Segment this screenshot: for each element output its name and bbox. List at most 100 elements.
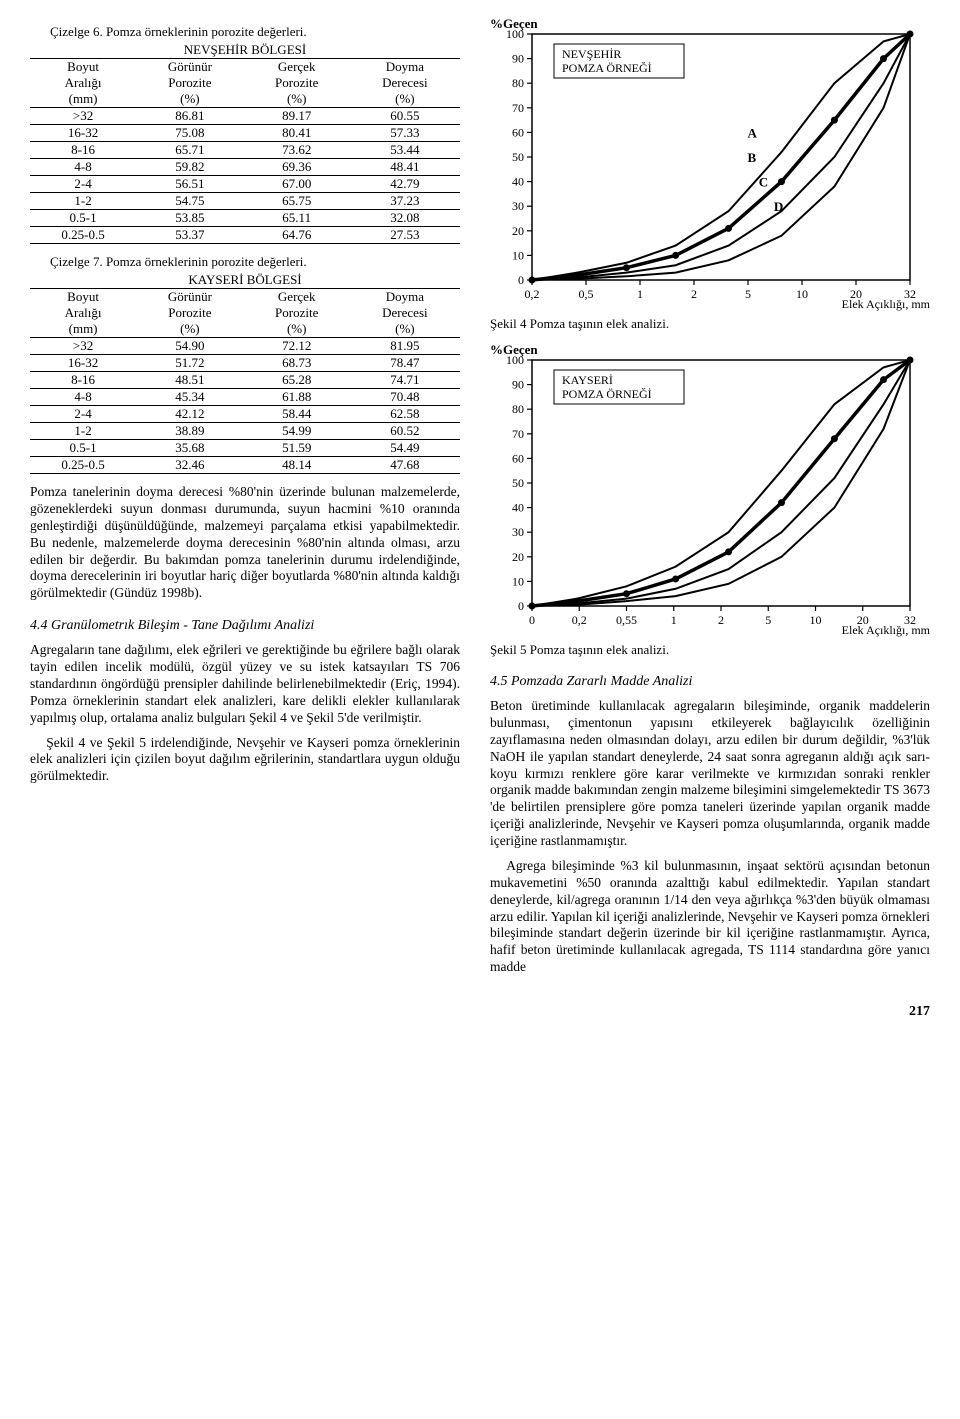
svg-text:40: 40 xyxy=(512,175,524,189)
table-cell: 35.68 xyxy=(136,440,244,457)
table-row: 2-442.1258.4462.58 xyxy=(30,406,460,423)
table-cell: 48.14 xyxy=(244,457,350,474)
svg-text:10: 10 xyxy=(512,574,524,588)
table-cell: 68.73 xyxy=(244,355,350,372)
table-cell: 73.62 xyxy=(244,142,350,159)
table-cell: 8-16 xyxy=(30,372,136,389)
chart2-ylabel: %Geçen xyxy=(490,342,538,358)
svg-text:B: B xyxy=(747,150,756,165)
chart2-caption: Şekil 5 Pomza taşının elek analizi. xyxy=(490,642,930,658)
svg-text:10: 10 xyxy=(796,287,808,301)
table-cell: 38.89 xyxy=(136,423,244,440)
table-cell: >32 xyxy=(30,108,136,125)
t7-h3a: Gerçek xyxy=(244,289,350,306)
svg-text:1: 1 xyxy=(671,613,677,627)
svg-text:20: 20 xyxy=(512,224,524,238)
svg-text:0,5: 0,5 xyxy=(579,287,594,301)
t6-h4a: Doyma xyxy=(350,59,460,76)
table-cell: 80.41 xyxy=(244,125,350,142)
table-cell: 60.52 xyxy=(350,423,460,440)
table-cell: 78.47 xyxy=(350,355,460,372)
svg-text:1: 1 xyxy=(637,287,643,301)
svg-text:20: 20 xyxy=(512,550,524,564)
t6-h4c: (%) xyxy=(350,91,460,108)
svg-text:90: 90 xyxy=(512,378,524,392)
table-cell: 48.51 xyxy=(136,372,244,389)
svg-text:50: 50 xyxy=(512,150,524,164)
table-cell: 60.55 xyxy=(350,108,460,125)
svg-text:50: 50 xyxy=(512,476,524,490)
table-cell: 16-32 xyxy=(30,125,136,142)
t7-h1c: (mm) xyxy=(30,321,136,338)
para-1: Pomza tanelerinin doyma derecesi %80'nin… xyxy=(30,484,460,602)
table6-caption: Çizelge 6. Pomza örneklerinin porozite d… xyxy=(50,24,460,40)
svg-text:40: 40 xyxy=(512,501,524,515)
t6-h2a: Görünür xyxy=(136,59,244,76)
table-cell: >32 xyxy=(30,338,136,355)
table-cell: 59.82 xyxy=(136,159,244,176)
table6: NEVŞEHİR BÖLGESİ Boyut Görünür Gerçek Do… xyxy=(30,42,460,244)
table-row: >3286.8189.1760.55 xyxy=(30,108,460,125)
table-row: 0.5-153.8565.1132.08 xyxy=(30,210,460,227)
table-cell: 75.08 xyxy=(136,125,244,142)
table-cell: 74.71 xyxy=(350,372,460,389)
chart2-xlabel: Elek Açıklığı, mm xyxy=(842,623,930,638)
t7-h2c: (%) xyxy=(136,321,244,338)
t6-h3c: (%) xyxy=(244,91,350,108)
table-row: 8-1648.5165.2874.71 xyxy=(30,372,460,389)
t6-h1c: (mm) xyxy=(30,91,136,108)
svg-text:70: 70 xyxy=(512,427,524,441)
table-cell: 2-4 xyxy=(30,406,136,423)
t6-h3b: Porozite xyxy=(244,75,350,91)
table-cell: 0.25-0.5 xyxy=(30,227,136,244)
table-cell: 53.44 xyxy=(350,142,460,159)
table-cell: 51.72 xyxy=(136,355,244,372)
t7-h2b: Porozite xyxy=(136,305,244,321)
table-cell: 47.68 xyxy=(350,457,460,474)
t7-h4c: (%) xyxy=(350,321,460,338)
table-cell: 32.08 xyxy=(350,210,460,227)
svg-text:0,2: 0,2 xyxy=(572,613,587,627)
table-cell: 1-2 xyxy=(30,193,136,210)
t7-h3b: Porozite xyxy=(244,305,350,321)
section-45-title: 4.5 Pomzada Zararlı Madde Analizi xyxy=(490,674,930,690)
svg-text:A: A xyxy=(747,125,757,140)
t6-h4b: Derecesi xyxy=(350,75,460,91)
table-row: 0.25-0.532.4648.1447.68 xyxy=(30,457,460,474)
t6-h2b: Porozite xyxy=(136,75,244,91)
svg-text:0: 0 xyxy=(529,613,535,627)
table-row: 0.5-135.6851.5954.49 xyxy=(30,440,460,457)
table-row: 4-859.8269.3648.41 xyxy=(30,159,460,176)
table-cell: 62.58 xyxy=(350,406,460,423)
svg-text:0: 0 xyxy=(518,273,524,287)
table-row: 16-3251.7268.7378.47 xyxy=(30,355,460,372)
table-cell: 69.36 xyxy=(244,159,350,176)
t7-h2a: Görünür xyxy=(136,289,244,306)
t7-h4b: Derecesi xyxy=(350,305,460,321)
table-cell: 89.17 xyxy=(244,108,350,125)
table-row: >3254.9072.1281.95 xyxy=(30,338,460,355)
table-row: 4-845.3461.8870.48 xyxy=(30,389,460,406)
svg-text:30: 30 xyxy=(512,525,524,539)
svg-text:30: 30 xyxy=(512,199,524,213)
table-cell: 53.37 xyxy=(136,227,244,244)
table7: KAYSERİ BÖLGESİ Boyut Görünür Gerçek Doy… xyxy=(30,272,460,474)
t6-h3a: Gerçek xyxy=(244,59,350,76)
table-cell: 81.95 xyxy=(350,338,460,355)
t6-h1b: Aralığı xyxy=(30,75,136,91)
table-cell: 57.33 xyxy=(350,125,460,142)
chart1-caption: Şekil 4 Pomza taşının elek analizi. xyxy=(490,316,930,332)
svg-text:70: 70 xyxy=(512,101,524,115)
table-cell: 32.46 xyxy=(136,457,244,474)
table-cell: 4-8 xyxy=(30,389,136,406)
table-cell: 72.12 xyxy=(244,338,350,355)
svg-text:KAYSERİ: KAYSERİ xyxy=(562,373,613,387)
table-cell: 8-16 xyxy=(30,142,136,159)
svg-text:0,2: 0,2 xyxy=(525,287,540,301)
svg-text:POMZA ÖRNEĞİ: POMZA ÖRNEĞİ xyxy=(562,387,652,401)
table-cell: 45.34 xyxy=(136,389,244,406)
table-cell: 65.28 xyxy=(244,372,350,389)
chart1-xlabel: Elek Açıklığı, mm xyxy=(842,297,930,312)
svg-text:5: 5 xyxy=(765,613,771,627)
table-cell: 54.49 xyxy=(350,440,460,457)
